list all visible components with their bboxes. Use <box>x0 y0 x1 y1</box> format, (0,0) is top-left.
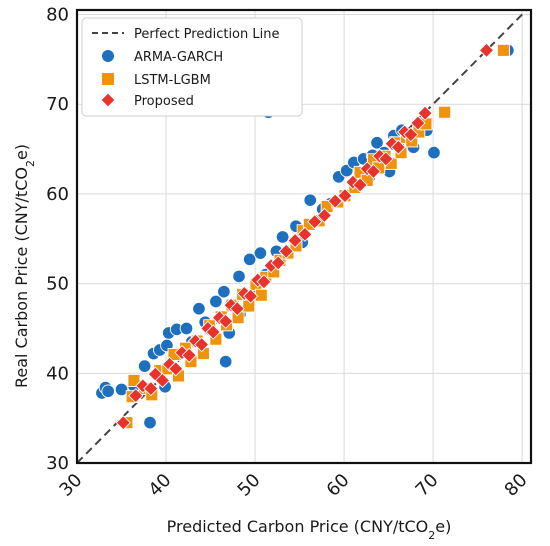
point-proposed-40 <box>403 127 419 143</box>
y-tick-label-2: 50 <box>46 274 69 295</box>
x-tick-label-2: 50 <box>234 470 265 501</box>
point-proposed-3 <box>143 380 159 397</box>
point-arma-garch-19 <box>217 284 231 299</box>
point-arma-garch-18 <box>218 354 233 369</box>
legend-square-icon <box>101 72 115 86</box>
y-axis-label: Real Carbon Price (CNY/tCO2e) <box>12 144 37 388</box>
point-lstm-lgbm-48 <box>496 43 510 57</box>
point-proposed-32 <box>352 177 368 193</box>
x-tick-label-0: 30 <box>55 470 86 501</box>
point-proposed-43 <box>478 42 495 59</box>
point-proposed-19 <box>242 288 259 304</box>
legend-label-series-1: ARMA-GARCH <box>134 50 223 65</box>
plot-frame <box>75 8 533 465</box>
point-proposed-13 <box>205 324 221 340</box>
point-arma-garch-3 <box>114 382 129 397</box>
point-lstm-lgbm-47 <box>438 105 452 119</box>
x-tick-labels: 30 40 50 60 70 80 <box>55 470 531 501</box>
point-proposed-42 <box>417 105 433 121</box>
y-tick-label-3: 60 <box>46 184 69 205</box>
point-proposed-9 <box>181 347 197 363</box>
x-tick-label-1: 40 <box>145 470 176 501</box>
point-lstm-lgbm-2 <box>127 374 141 387</box>
legend-box <box>81 17 303 117</box>
point-proposed-1 <box>128 388 144 404</box>
point-proposed-15 <box>218 313 234 329</box>
legend-label-series-3: Proposed <box>134 94 194 109</box>
y-tick-label-0: 30 <box>46 453 69 474</box>
point-proposed-26 <box>297 226 313 242</box>
legend-label-reference: Perfect Prediction Line <box>134 27 279 42</box>
point-arma-garch-5 <box>137 359 152 373</box>
legend: Perfect Prediction Line ARMA-GARCH LSTM-… <box>81 17 303 117</box>
point-proposed-29 <box>327 193 343 209</box>
point-proposed-41 <box>410 115 426 131</box>
point-proposed-30 <box>337 188 353 204</box>
x-tick-label-3: 60 <box>323 470 354 501</box>
data-points <box>95 42 515 431</box>
point-proposed-23 <box>270 255 286 271</box>
point-arma-garch-15 <box>192 301 206 316</box>
point-proposed-28 <box>316 207 333 224</box>
point-proposed-25 <box>287 232 303 249</box>
y-tick-label-1: 40 <box>46 363 69 384</box>
legend-label-series-2: LSTM-LGBM <box>134 73 211 88</box>
point-arma-garch-42 <box>370 136 384 150</box>
point-arma-garch-52 <box>427 145 441 160</box>
point-arma-garch-6 <box>143 415 157 430</box>
point-arma-garch-32 <box>303 193 317 207</box>
point-arma-garch-25 <box>253 246 268 260</box>
point-arma-garch-21 <box>232 269 246 284</box>
y-tick-label-5: 80 <box>46 4 69 25</box>
point-proposed-34 <box>365 163 382 180</box>
legend-diamond-icon <box>100 92 116 108</box>
point-arma-garch-17 <box>209 294 223 309</box>
point-proposed-11 <box>193 336 210 353</box>
point-proposed-17 <box>229 301 245 317</box>
point-proposed-21 <box>256 274 272 290</box>
point-arma-garch-29 <box>275 230 290 244</box>
point-proposed-38 <box>390 139 406 155</box>
point-arma-garch-13 <box>179 321 194 336</box>
x-tick-label-4: 70 <box>412 470 443 501</box>
point-proposed-24 <box>278 243 294 259</box>
point-proposed-7 <box>168 361 184 377</box>
point-proposed-5 <box>154 372 171 389</box>
legend-circle-icon <box>101 49 115 63</box>
point-proposed-36 <box>378 151 394 167</box>
x-tick-label-5: 80 <box>501 470 532 501</box>
x-axis-label: Predicted Carbon Price (CNY/tCO2e) <box>167 517 452 542</box>
y-tick-label-4: 70 <box>46 94 69 115</box>
y-tick-labels: 30 40 50 60 70 80 <box>46 4 69 474</box>
point-arma-garch-2 <box>101 384 115 398</box>
point-arma-garch-23 <box>242 252 257 267</box>
point-proposed-27 <box>307 214 323 230</box>
point-proposed-0 <box>115 414 131 431</box>
